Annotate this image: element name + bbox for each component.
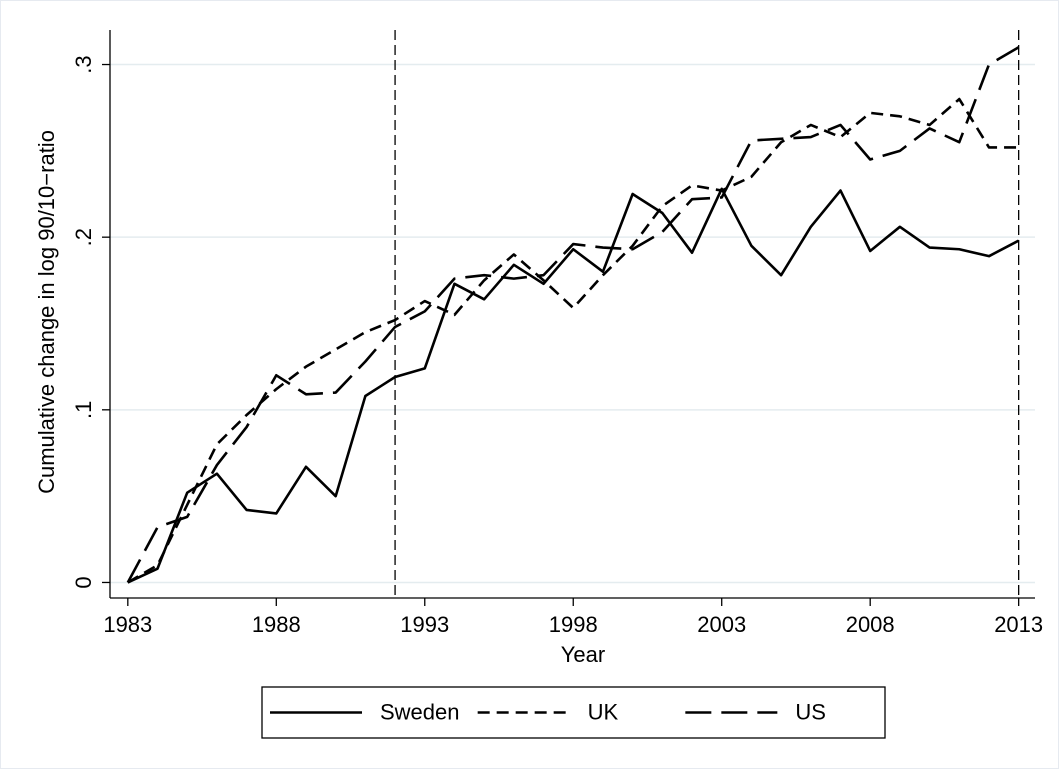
y-tick-label: .2 bbox=[71, 228, 96, 246]
y-axis-label: Cumulative change in log 90/10−ratio bbox=[34, 130, 59, 494]
x-tick-label: 1988 bbox=[252, 612, 301, 637]
legend-label: Sweden bbox=[380, 699, 460, 724]
x-tick-label: 1993 bbox=[400, 612, 449, 637]
x-axis-label: Year bbox=[561, 642, 605, 667]
x-tick-label: 1983 bbox=[103, 612, 152, 637]
y-tick-label: .1 bbox=[71, 401, 96, 419]
legend-label: US bbox=[795, 699, 826, 724]
x-tick-label: 2013 bbox=[994, 612, 1043, 637]
series-line bbox=[127, 187, 1020, 584]
x-tick-label: 2003 bbox=[697, 612, 746, 637]
x-tick-label: 1998 bbox=[549, 612, 598, 637]
x-tick-label: 2008 bbox=[846, 612, 895, 637]
series-line bbox=[126, 46, 1020, 584]
legend-box bbox=[261, 686, 886, 739]
y-tick-label: .3 bbox=[71, 55, 96, 73]
legend-label: UK bbox=[588, 699, 619, 724]
y-tick-label: 0 bbox=[71, 576, 96, 588]
series-line bbox=[127, 97, 1019, 584]
